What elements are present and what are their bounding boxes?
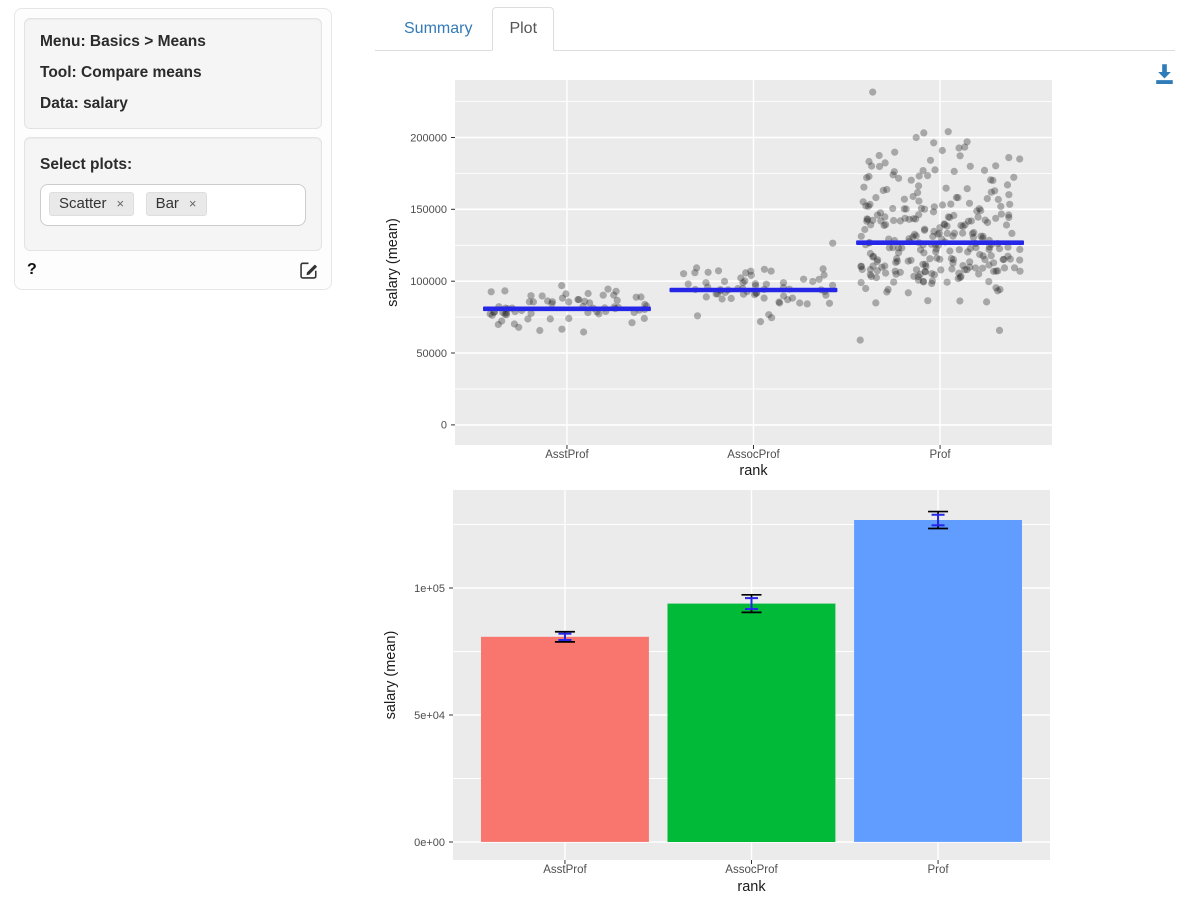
tab-plot[interactable]: Plot	[492, 7, 555, 51]
select-plots-label: Select plots:	[40, 156, 133, 173]
svg-text:50000: 50000	[416, 348, 447, 360]
svg-text:salary (mean): salary (mean)	[383, 631, 399, 720]
svg-text:rank: rank	[739, 463, 768, 479]
scatter-plot-salary-by-rank: 0 50000 100000 150000 200000 AsstProf AssocPro…	[380, 60, 1180, 484]
svg-text:0: 0	[441, 420, 447, 432]
svg-text:5e+04: 5e+04	[414, 710, 445, 722]
plots-multiselect-input[interactable]: Scatter × Bar ×	[40, 184, 306, 226]
download-plot-button[interactable]	[1154, 63, 1175, 85]
svg-text:Prof: Prof	[930, 449, 952, 461]
svg-text:100000: 100000	[410, 276, 447, 288]
svg-text:salary (mean): salary (mean)	[385, 218, 401, 307]
svg-text:0e+00: 0e+00	[414, 837, 445, 849]
tool-info-line: Tool: Compare means	[40, 64, 202, 81]
sidebar-panel: Menu: Basics > Means Tool: Compare means…	[14, 8, 332, 290]
svg-text:AsstProf: AsstProf	[543, 864, 587, 876]
svg-text:Prof: Prof	[928, 864, 950, 876]
select-plots-panel: Select plots: Scatter × Bar ×	[24, 137, 322, 251]
bar-plot-canvas: 0e+00 5e+04 1e+05 AsstProf AssocProf Prof rank…	[383, 490, 1050, 895]
remove-tag-icon[interactable]: ×	[188, 196, 197, 211]
svg-text:1e+05: 1e+05	[414, 583, 445, 595]
svg-text:200000: 200000	[410, 132, 447, 144]
tool-info-panel: Menu: Basics > Means Tool: Compare means…	[24, 18, 322, 129]
selected-plot-tag-bar[interactable]: Bar ×	[145, 192, 207, 216]
edit-code-icon[interactable]	[299, 260, 319, 280]
svg-text:AsstProf: AsstProf	[545, 449, 589, 461]
remove-tag-icon[interactable]: ×	[116, 196, 125, 211]
svg-text:150000: 150000	[410, 204, 447, 216]
help-button[interactable]: ?	[27, 261, 37, 278]
svg-text:AssocProf: AssocProf	[727, 449, 780, 461]
sidebar-footer: ?	[24, 260, 322, 280]
scatter-plot-canvas: 0 50000 100000 150000 200000 AsstProf AssocPro…	[385, 80, 1052, 479]
selected-plot-tag-scatter[interactable]: Scatter ×	[49, 192, 135, 216]
tag-label: Bar	[155, 195, 179, 212]
tab-summary[interactable]: Summary	[404, 20, 473, 37]
result-tabs: Summary Plot	[375, 7, 1175, 51]
bar-plot-salary-by-rank: 0e+00 5e+04 1e+05 AsstProf AssocProf Prof rank…	[380, 485, 1180, 902]
menu-info-line: Menu: Basics > Means	[40, 33, 206, 50]
tag-label: Scatter	[59, 195, 107, 212]
data-info-line: Data: salary	[40, 95, 128, 112]
svg-text:rank: rank	[737, 879, 766, 895]
svg-text:AssocProf: AssocProf	[725, 864, 778, 876]
